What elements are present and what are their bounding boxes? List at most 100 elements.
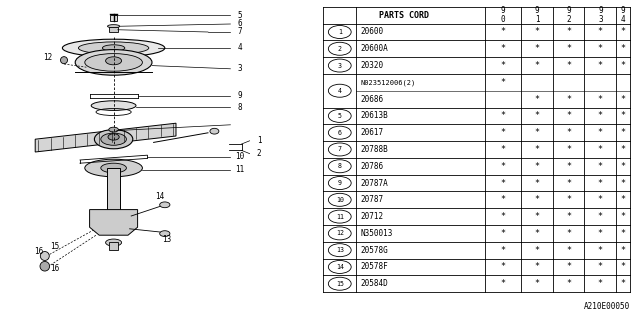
Text: *: *	[500, 128, 506, 137]
Text: *: *	[598, 162, 603, 171]
Text: *: *	[621, 128, 626, 137]
Text: 13: 13	[336, 247, 344, 253]
Text: *: *	[566, 162, 571, 171]
Ellipse shape	[91, 101, 136, 110]
Text: *: *	[566, 44, 571, 53]
Text: 12: 12	[336, 230, 344, 236]
Text: 2: 2	[257, 149, 262, 158]
Ellipse shape	[40, 261, 50, 271]
Text: 20787A: 20787A	[360, 179, 388, 188]
Text: 6: 6	[237, 20, 243, 28]
Text: *: *	[500, 162, 506, 171]
Text: *: *	[534, 262, 540, 271]
Text: A210E00050: A210E00050	[584, 302, 630, 311]
Ellipse shape	[94, 130, 133, 149]
Ellipse shape	[106, 57, 122, 65]
Ellipse shape	[78, 42, 149, 54]
Text: 20787: 20787	[360, 195, 383, 204]
Text: *: *	[566, 128, 571, 137]
Text: *: *	[598, 195, 603, 204]
Text: *: *	[598, 262, 603, 271]
Text: *: *	[500, 246, 506, 255]
Text: *: *	[566, 262, 571, 271]
Text: 20584D: 20584D	[360, 279, 388, 288]
Text: 20786: 20786	[360, 162, 383, 171]
Text: *: *	[534, 44, 540, 53]
Ellipse shape	[109, 127, 118, 132]
Text: *: *	[500, 179, 506, 188]
Ellipse shape	[102, 45, 125, 51]
Text: *: *	[598, 246, 603, 255]
Text: 5: 5	[237, 11, 243, 20]
Text: 2: 2	[338, 46, 342, 52]
Text: 10: 10	[236, 152, 244, 161]
Ellipse shape	[76, 50, 152, 75]
Text: *: *	[500, 111, 506, 120]
Text: 16: 16	[50, 264, 59, 273]
Text: *: *	[621, 212, 626, 221]
Text: 11: 11	[236, 165, 244, 174]
Text: 8: 8	[338, 163, 342, 169]
Ellipse shape	[160, 231, 170, 236]
Text: *: *	[500, 212, 506, 221]
Text: *: *	[598, 279, 603, 288]
Text: 10: 10	[336, 197, 344, 203]
Text: 9
2: 9 2	[566, 6, 571, 24]
Text: 15: 15	[336, 281, 344, 287]
Text: *: *	[598, 212, 603, 221]
Text: *: *	[566, 279, 571, 288]
Text: 9
1: 9 1	[534, 6, 540, 24]
Text: *: *	[598, 229, 603, 238]
Text: 9
4: 9 4	[621, 6, 626, 24]
Text: 8: 8	[237, 103, 243, 112]
Text: 15: 15	[50, 242, 59, 251]
Text: 13: 13	[162, 236, 171, 244]
Text: *: *	[500, 61, 506, 70]
Text: *: *	[621, 44, 626, 53]
Text: *: *	[598, 44, 603, 53]
Text: *: *	[621, 145, 626, 154]
Text: *: *	[566, 179, 571, 188]
Ellipse shape	[101, 163, 127, 173]
Text: *: *	[534, 111, 540, 120]
Text: 1: 1	[257, 136, 262, 145]
Text: 7: 7	[237, 28, 243, 36]
Text: *: *	[534, 212, 540, 221]
Text: 11: 11	[336, 213, 344, 220]
Ellipse shape	[60, 57, 68, 64]
Text: 20320: 20320	[360, 61, 383, 70]
Text: 20712: 20712	[360, 212, 383, 221]
Text: 20686: 20686	[360, 95, 383, 104]
Text: *: *	[566, 61, 571, 70]
Text: *: *	[566, 145, 571, 154]
Text: *: *	[566, 111, 571, 120]
Text: *: *	[566, 195, 571, 204]
Bar	[108, 168, 120, 218]
Text: 4: 4	[338, 88, 342, 94]
Text: 12: 12	[44, 53, 52, 62]
Bar	[110, 15, 118, 21]
Text: *: *	[621, 262, 626, 271]
Text: 1: 1	[338, 29, 342, 35]
Ellipse shape	[62, 39, 165, 57]
Text: *: *	[534, 229, 540, 238]
Text: *: *	[598, 28, 603, 36]
Text: *: *	[621, 195, 626, 204]
Bar	[109, 242, 118, 250]
Text: 20578G: 20578G	[360, 246, 388, 255]
Text: 9: 9	[338, 180, 342, 186]
Text: 6: 6	[338, 130, 342, 136]
Text: *: *	[621, 28, 626, 36]
Text: *: *	[500, 262, 506, 271]
Ellipse shape	[40, 252, 49, 260]
Text: 20617: 20617	[360, 128, 383, 137]
Text: *: *	[598, 61, 603, 70]
Text: *: *	[534, 28, 540, 36]
Text: *: *	[566, 212, 571, 221]
Text: 14: 14	[156, 192, 164, 201]
Ellipse shape	[160, 202, 170, 208]
Text: *: *	[621, 229, 626, 238]
Text: *: *	[598, 95, 603, 104]
Text: *: *	[621, 279, 626, 288]
Text: *: *	[534, 179, 540, 188]
